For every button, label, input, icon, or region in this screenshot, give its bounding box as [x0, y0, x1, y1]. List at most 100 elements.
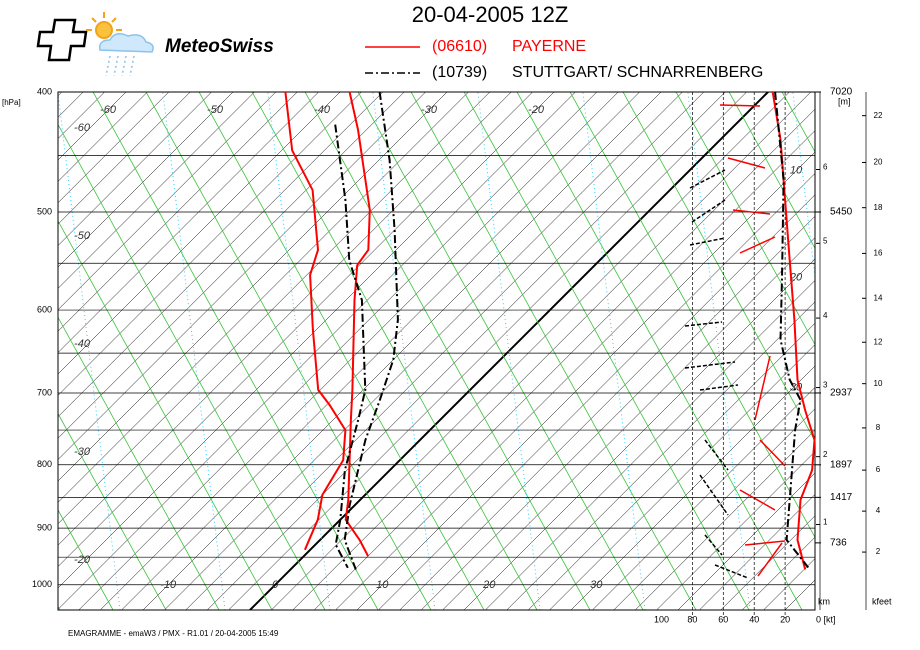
dry-adiabat [58, 412, 167, 610]
isotherm [463, 258, 815, 610]
height-label: 7020 [830, 87, 853, 98]
dry-adiabat [198, 92, 485, 610]
isotherm [58, 92, 405, 439]
kfeet-label: 12 [874, 337, 883, 346]
dry-adiabat [781, 92, 815, 153]
top-tick-label: -40 [314, 104, 331, 116]
legend-label: STUTTGART/ SCHNARRENBERG [512, 64, 763, 81]
isotherm [378, 173, 815, 610]
kfeet-label: 10 [874, 379, 883, 388]
adiabat-label: -60 [74, 122, 91, 134]
dry-adiabat [58, 316, 220, 610]
saturated-adiabat [162, 92, 226, 610]
top-tick-label: -50 [207, 104, 224, 116]
isotherm [699, 494, 815, 610]
isotherm [784, 579, 815, 610]
y-tick-label: 800 [37, 459, 52, 469]
height-unit: [m] [838, 96, 851, 106]
y-tick-label: 900 [37, 522, 52, 532]
dry-adiabat [569, 92, 815, 539]
isotherm [58, 92, 341, 375]
logo-text: MeteoSwiss [165, 36, 274, 57]
isotherm [58, 92, 298, 332]
x-tick-label: 10 [376, 579, 389, 591]
mixing-label: 10 [790, 165, 803, 177]
isotherm [292, 92, 811, 610]
isotherm [58, 92, 212, 246]
isotherm [335, 130, 815, 610]
km-unit: km [818, 596, 830, 606]
kfeet-label: 6 [876, 465, 881, 474]
kfeet-label: 2 [876, 547, 881, 556]
adiabat-label: -30 [74, 446, 91, 458]
top-tick-label: -20 [528, 104, 545, 116]
adiabat-label: -40 [74, 338, 91, 350]
chart-title: 20-04-2005 12Z [412, 2, 569, 27]
top-tick-label: -30 [421, 104, 438, 116]
saturated-adiabat [582, 92, 646, 610]
kfeet-label: 20 [874, 158, 883, 167]
y-unit: [hPa] [2, 98, 21, 107]
isotherm [592, 387, 815, 610]
saturated-adiabat [58, 92, 121, 610]
km-label: 2 [823, 450, 828, 459]
km-label: 3 [823, 381, 828, 390]
isotherm [635, 429, 815, 610]
plot-frame [57, 91, 816, 611]
km-label: 1 [823, 518, 828, 527]
kfeet-unit: kfeet [872, 596, 892, 606]
isotherm [58, 92, 169, 204]
wind-tick-label: 60 [718, 614, 728, 624]
wind-barbs [684, 104, 786, 579]
x-tick-label: 0 [272, 579, 279, 591]
kfeet-label: 14 [874, 293, 883, 302]
height-label: 1417 [830, 492, 853, 503]
temperature-line [344, 91, 371, 557]
isotherm [185, 92, 704, 610]
isotherm [58, 92, 426, 460]
isotherm [720, 515, 815, 610]
kfeet-label: 16 [874, 249, 883, 258]
dry-adiabat [357, 92, 644, 610]
dry-adiabat [145, 92, 432, 610]
isotherm [58, 92, 469, 503]
isotherm [228, 92, 747, 610]
isotherm [78, 92, 597, 610]
isotherm [58, 92, 533, 567]
y-tick-label: 500 [37, 206, 52, 216]
mixing-label: 20 [789, 272, 803, 284]
height-label: 2937 [830, 388, 853, 399]
adiabat-label: -50 [74, 230, 91, 242]
saturated-adiabat [687, 92, 751, 610]
top-tick-label: -60 [100, 104, 117, 116]
wind-tick-label: 20 [780, 614, 790, 624]
kfeet-label: 8 [876, 423, 881, 432]
dry-adiabat [516, 92, 803, 610]
isotherm [528, 322, 815, 610]
kfeet-label: 18 [874, 203, 883, 212]
isotherm [421, 215, 815, 610]
dry-adiabat [58, 220, 273, 610]
isotherm [549, 344, 815, 610]
adiabat-label: -20 [74, 554, 91, 566]
isotherm [314, 108, 815, 610]
isotherm [58, 92, 490, 525]
isotherm [58, 92, 127, 161]
isotherm [485, 280, 815, 610]
dry-adiabat [622, 92, 815, 442]
isotherm [207, 92, 726, 610]
isotherm [442, 237, 815, 610]
kfeet-label: 4 [876, 506, 881, 515]
dewpoint-line [284, 91, 347, 551]
legend-id: (10739) [432, 64, 487, 81]
x-tick-label: -10 [160, 579, 177, 591]
wind-tick-label: 0 [kt] [816, 614, 836, 624]
wind-tick-label: 80 [687, 614, 697, 624]
isotherm [271, 92, 790, 610]
temperature-line [343, 91, 399, 570]
isotherm [58, 92, 255, 289]
wind-tick-label: 40 [749, 614, 759, 624]
isotherm [570, 365, 815, 610]
x-tick-label: 20 [482, 579, 496, 591]
